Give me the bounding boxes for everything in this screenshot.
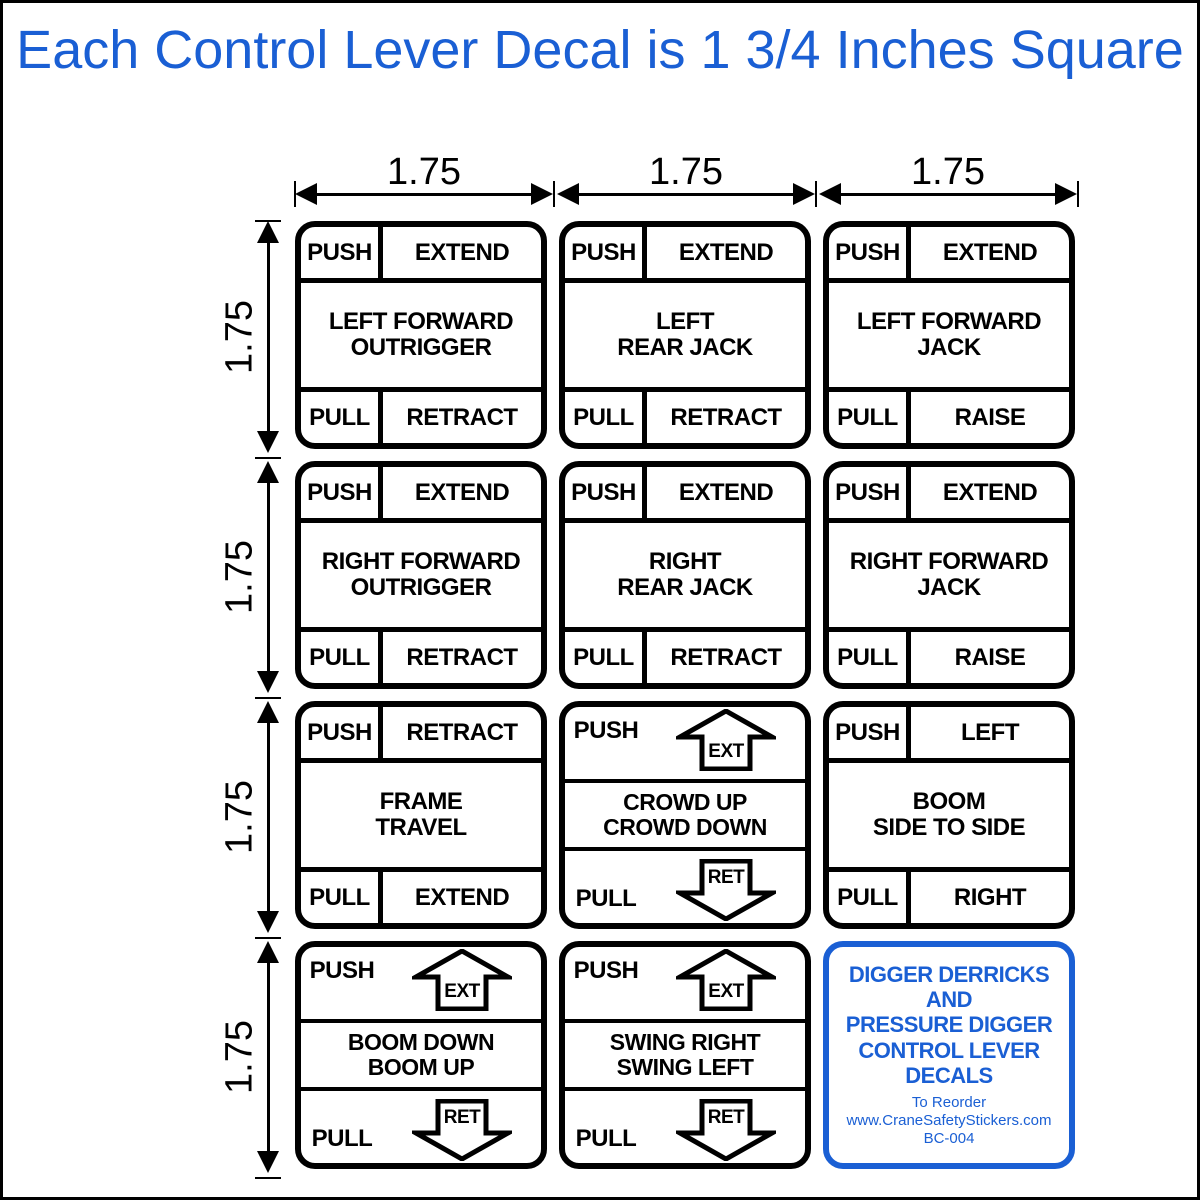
decal-arrow: PUSH EXT SWING RIGHT SWING LEFT PULL RET [559, 941, 811, 1169]
dim-left-1: 1.75 [218, 300, 261, 374]
page-title: Each Control Lever Decal is 1 3/4 Inches… [3, 3, 1197, 80]
decal-std: PUSHEXTEND LEFT REAR JACK PULLRETRACT [559, 221, 811, 449]
decal-top-left: PUSH [565, 227, 647, 278]
arrow-down-icon: RET [676, 1099, 776, 1161]
decal-mid: RIGHT REAR JACK [565, 528, 805, 622]
decal-bot-right: RETRACT [647, 632, 805, 683]
dim-top-3: 1.75 [819, 151, 1077, 194]
decal-bot-right: EXTEND [383, 872, 541, 923]
decal-std: PUSHLEFT BOOM SIDE TO SIDE PULLRIGHT [823, 701, 1075, 929]
decal-bot-left: PULL [565, 632, 647, 683]
dimensions-top: 1.75 1.75 1.75 [295, 153, 1075, 213]
decal-top-right: EXTEND [647, 227, 805, 278]
dim-left-3: 1.75 [218, 780, 261, 854]
dim-top-2: 1.75 [557, 151, 815, 194]
decal-bot-left: PULL [829, 872, 911, 923]
decal-bot-right: RAISE [911, 392, 1069, 443]
decal-mid: CROWD UP CROWD DOWN [565, 779, 805, 851]
decal-top-left: PUSH [301, 227, 383, 278]
decal-bot-right: RETRACT [383, 632, 541, 683]
decal-mid: LEFT FORWARD JACK [829, 288, 1069, 382]
decal-mid: LEFT FORWARD OUTRIGGER [301, 288, 541, 382]
decal-top-right: EXTEND [383, 467, 541, 518]
decal-std: PUSHEXTEND RIGHT REAR JACK PULLRETRACT [559, 461, 811, 689]
decal-top-left: PUSH [565, 467, 647, 518]
decal-reorder: DIGGER DERRICKS AND PRESSURE DIGGER CONT… [823, 941, 1075, 1169]
decal-arrow: PUSH EXT BOOM DOWN BOOM UP PULL RET [295, 941, 547, 1169]
decal-bot-left: PULL [565, 392, 647, 443]
decal-row: PUSH EXT BOOM DOWN BOOM UP PULL RET PUSH EXT SW… [295, 941, 1075, 1169]
decal-std: PUSHRETRACT FRAME TRAVEL PULLEXTEND [295, 701, 547, 929]
decal-bot-left: PULL [565, 1107, 647, 1163]
decal-bot-left: PULL [301, 632, 383, 683]
dimensions-left: 1.75 1.75 1.75 1.75 [213, 221, 283, 1181]
decal-bot-left: PULL [829, 392, 911, 443]
decal-bot-right: RETRACT [383, 392, 541, 443]
decal-std: PUSHEXTEND RIGHT FORWARD OUTRIGGER PULLRET… [295, 461, 547, 689]
page: Each Control Lever Decal is 1 3/4 Inches… [0, 0, 1200, 1200]
dim-left-4: 1.75 [218, 1020, 261, 1094]
decal-top-left: PUSH [565, 707, 647, 763]
decal-std: PUSHEXTEND LEFT FORWARD OUTRIGGER PULLRETR… [295, 221, 547, 449]
decal-bot-left: PULL [301, 872, 383, 923]
decal-bot-left: PULL [301, 1107, 383, 1163]
dim-left-2: 1.75 [218, 540, 261, 614]
decal-std: PUSHEXTEND LEFT FORWARD JACK PULLRAISE [823, 221, 1075, 449]
decal-top-right: LEFT [911, 707, 1069, 758]
decal-top-right: EXTEND [911, 227, 1069, 278]
arrow-down-icon: RET [676, 859, 776, 921]
decal-arrow: PUSH EXT CROWD UP CROWD DOWN PULL RET [559, 701, 811, 929]
decal-bot-right: RETRACT [647, 392, 805, 443]
decal-row: PUSHEXTENDRIGHT FORWARD OUTRIGGERPULLRET… [295, 461, 1075, 689]
arrow-up-icon: EXT [412, 949, 512, 1011]
dim-top-1: 1.75 [295, 151, 553, 194]
decal-top-left: PUSH [301, 947, 383, 1003]
decal-top-right: EXTEND [911, 467, 1069, 518]
decal-top-right: EXTEND [647, 467, 805, 518]
decal-top-left: PUSH [829, 467, 911, 518]
decal-bot-right: RAISE [911, 632, 1069, 683]
decal-top-left: PUSH [829, 707, 911, 758]
decal-row: PUSHRETRACTFRAME TRAVELPULLEXTENDPUSHEXT… [295, 701, 1075, 929]
decal-top-left: PUSH [829, 227, 911, 278]
arrow-down-icon: RET [412, 1099, 512, 1161]
arrow-up-icon: EXT [676, 709, 776, 771]
decal-bot-left: PULL [301, 392, 383, 443]
decal-std: PUSHEXTEND RIGHT FORWARD JACK PULLRAISE [823, 461, 1075, 689]
decal-grid: PUSHEXTENDLEFT FORWARD OUTRIGGERPULLRETR… [295, 221, 1075, 1181]
decal-top-right: RETRACT [383, 707, 541, 758]
decal-bot-left: PULL [565, 867, 647, 923]
decal-mid: LEFT REAR JACK [565, 288, 805, 382]
decal-bot-left: PULL [829, 632, 911, 683]
decal-bot-right: RIGHT [911, 872, 1069, 923]
decal-mid: RIGHT FORWARD JACK [829, 528, 1069, 622]
decal-top-left: PUSH [301, 707, 383, 758]
decal-mid: RIGHT FORWARD OUTRIGGER [301, 528, 541, 622]
decal-mid: BOOM SIDE TO SIDE [829, 768, 1069, 862]
decal-top-left: PUSH [301, 467, 383, 518]
decal-top-left: PUSH [565, 947, 647, 1003]
reorder-title: DIGGER DERRICKS AND PRESSURE DIGGER CONT… [846, 962, 1052, 1088]
decal-top-right: EXTEND [383, 227, 541, 278]
decal-mid: FRAME TRAVEL [301, 768, 541, 862]
decal-row: PUSHEXTENDLEFT FORWARD OUTRIGGERPULLRETR… [295, 221, 1075, 449]
arrow-up-icon: EXT [676, 949, 776, 1011]
reorder-sub: To Reorderwww.CraneSafetyStickers.comBC-… [846, 1094, 1051, 1148]
decal-mid: BOOM DOWN BOOM UP [301, 1019, 541, 1091]
decal-mid: SWING RIGHT SWING LEFT [565, 1019, 805, 1091]
